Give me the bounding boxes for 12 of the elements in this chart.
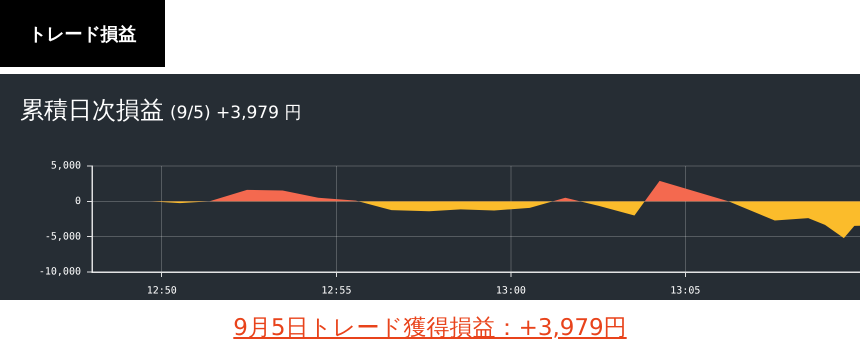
x-tick-label: 13:05: [670, 286, 700, 297]
x-tick-label: 13:00: [496, 286, 526, 297]
y-tick-label: -5,000: [44, 231, 81, 242]
x-tick-label: 12:50: [146, 286, 177, 297]
y-tick-label: 0: [74, 196, 81, 207]
y-tick-label: -10,000: [38, 266, 81, 278]
x-tick-label: 12:55: [321, 286, 352, 297]
chart-title: 累積日次損益: [20, 96, 164, 124]
text: トレード損益: [0, 0, 165, 67]
chart-subtitle: (9/5) +3,979 円: [170, 103, 302, 123]
text: 9月5日トレード獲得損益：+3,979円: [232, 314, 628, 343]
y-tick-label: 5,000: [50, 160, 81, 172]
